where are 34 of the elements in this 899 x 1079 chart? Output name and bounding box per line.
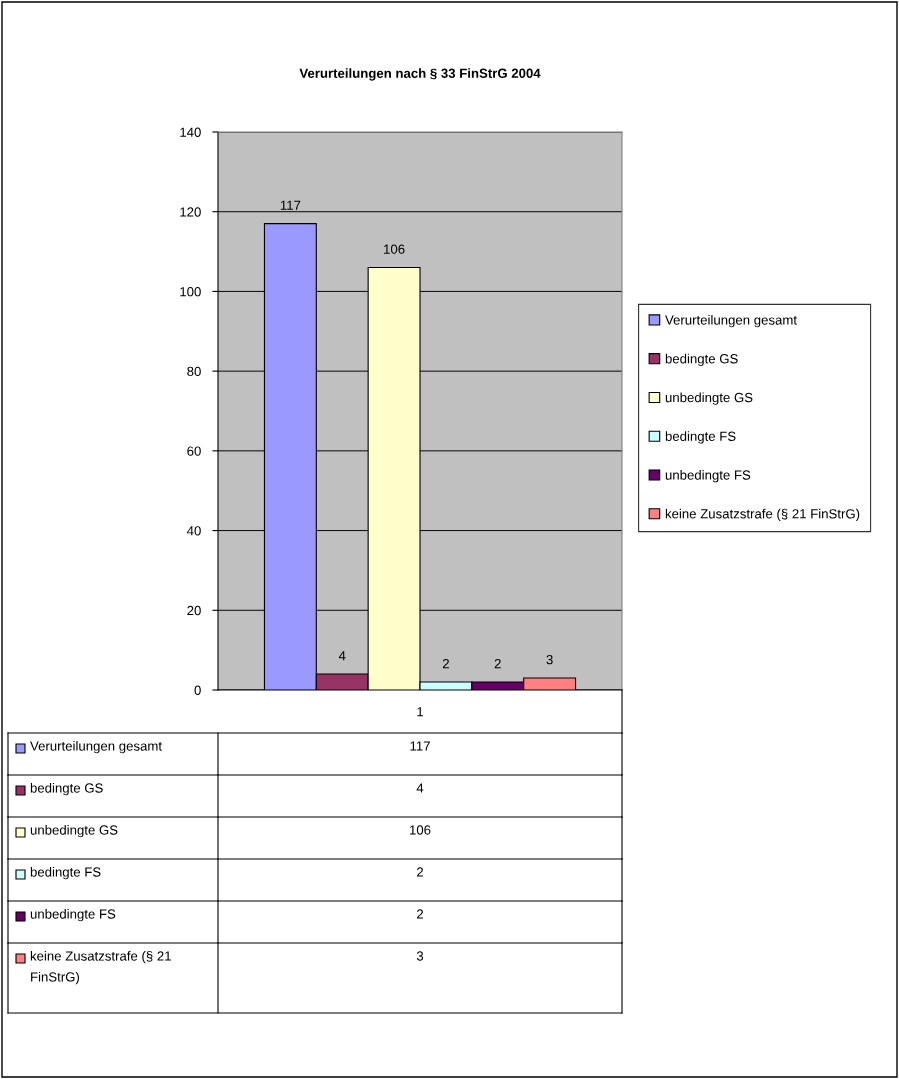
y-tick-label: 0 [194,685,201,695]
text: bedingte FS [30,867,101,880]
data-label: 2 [494,658,501,669]
x-tick-label: 1 [417,707,424,717]
data-label: 2 [442,658,449,669]
y-tick-label: 80 [187,366,201,377]
legend-label: bedingte GS [30,783,103,796]
legend-label: unbedingte GS [665,392,753,405]
text: bedingte GS [665,353,738,367]
legend-label: bedingte FS [665,431,736,444]
y-tick-label: 20 [187,605,201,616]
data-label: 4 [338,651,346,661]
text: unbedingte FS [30,909,116,922]
data-label: 117 [280,200,301,210]
text: 2 [417,867,424,877]
text: 3 [416,951,424,961]
chart-title: Verurteilungen nach § 33 FinStrG 2004 [299,68,541,81]
text: Verurteilungen gesamt [665,314,797,328]
y-tick-label: 100 [180,287,201,297]
text: 4 [416,783,424,793]
legend-label: unbedingte FS [665,470,751,483]
data-label: 3 [546,654,553,665]
text: 2 [417,909,424,919]
text: keine Zusatzstrafe (§ 21 FinStrG) [30,951,171,985]
legend-label: Verurteilungen gesamt [30,741,162,754]
y-tick-label: 120 [180,207,201,217]
text: 106 [410,825,431,835]
text: 117 [410,741,430,751]
y-tick-label: 140 [180,127,201,137]
text: unbedingte GS [30,825,118,838]
y-tick-label: 40 [186,526,201,536]
y-tick-label: 60 [187,446,201,456]
data-label: 106 [384,244,405,254]
legend-label: keine Zusatzstrafe (§ 21 FinStrG) [665,508,860,522]
